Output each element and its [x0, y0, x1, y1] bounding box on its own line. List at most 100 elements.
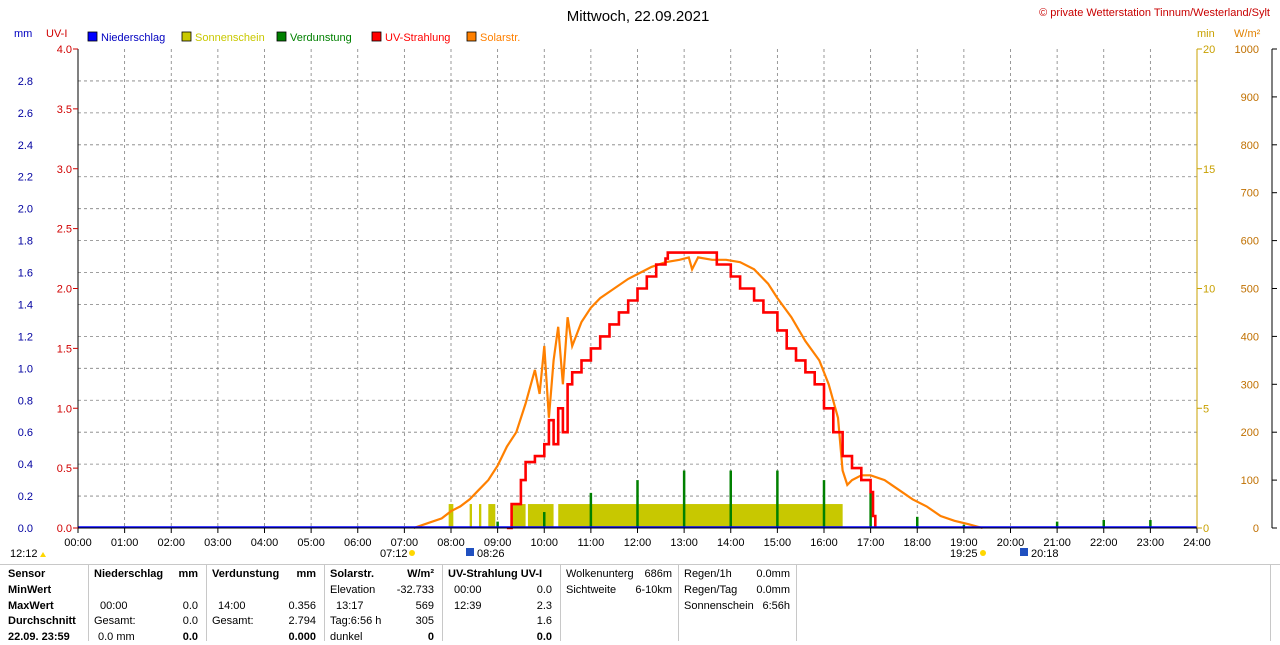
- stats-divider: [560, 564, 561, 641]
- x-tick-label: 18:00: [903, 537, 931, 549]
- stats-verdunstung-column: Verdunstung mm 14:00 0.356 Gesamt: 2.794…: [212, 564, 322, 643]
- legend-swatch: [466, 31, 477, 42]
- x-tick-label: 15:00: [764, 537, 792, 549]
- legend-label: Solarstr.: [480, 32, 520, 44]
- solar-elevation-label: Elevation: [330, 584, 376, 596]
- verdunstung-gesamt-label: Gesamt:: [212, 615, 254, 627]
- uv-max-value: 2.3: [536, 600, 552, 612]
- sunrise-icon: [409, 550, 415, 556]
- solar-dunkel-value: 0: [427, 631, 434, 643]
- sun-icon: [40, 552, 46, 557]
- wm2-tick-label: 600: [1241, 236, 1259, 248]
- solar-unit: W/m²: [407, 568, 434, 580]
- wm2-tick-label: 100: [1241, 475, 1259, 487]
- wm2-tick-label: 800: [1241, 140, 1259, 152]
- mm-tick-label: 0.2: [18, 491, 33, 503]
- uv-tick-label: 0.5: [57, 463, 72, 475]
- copyright-text: © private Wetterstation Tinnum/Westerlan…: [1039, 7, 1270, 19]
- legend-label: Niederschlag: [101, 32, 165, 44]
- x-tick-label: 03:00: [204, 537, 232, 549]
- x-tick-label: 09:00: [484, 537, 512, 549]
- wolken-label: Wolkenunterg: [566, 568, 634, 580]
- uv-tick-label: 3.0: [57, 164, 72, 176]
- x-tick-label: 16:00: [810, 537, 838, 549]
- legend: Niederschlag Sonnenschein Verdunstung UV-St…: [87, 31, 520, 44]
- x-tick-label: 24:00: [1183, 537, 1211, 549]
- uv-avg-value: 1.6: [536, 615, 552, 627]
- mm-tick-label: 0.6: [18, 427, 33, 439]
- sicht-label: Sichtweite: [566, 584, 617, 596]
- uv-tick-label: 0.0: [57, 523, 72, 535]
- stats-rain-column: Regen/1h 0.0mm Regen/Tag 0.0mm Sonnensch…: [684, 564, 794, 641]
- legend-label: Verdunstung: [290, 32, 352, 44]
- mm-tick-label: 2.8: [18, 76, 33, 88]
- moonset-label: 20:18: [1031, 548, 1059, 560]
- regen1h-label: Regen/1h: [684, 568, 732, 580]
- solar-tag-label: Tag:6:56 h: [330, 615, 382, 627]
- legend-label: Sonnenschein: [195, 32, 265, 44]
- moonrise-label: 08:26: [477, 548, 505, 560]
- sunshine-bar: [511, 504, 526, 528]
- grid: [78, 49, 1197, 528]
- niederschlag-max-value: 0.0: [182, 600, 198, 612]
- mm-tick-label: 0.4: [18, 459, 33, 471]
- stats-panel: Sensor MinWert MaxWert Durchschnitt 22.0…: [0, 564, 1280, 643]
- sunset-label: 19:25: [950, 548, 978, 560]
- uv-tick-label: 1.5: [57, 343, 72, 355]
- uv-tick-label: 1.0: [57, 403, 72, 415]
- left-time-label: 12:12: [10, 548, 38, 560]
- uv-radiation-line: [506, 251, 877, 530]
- regentag-value: 0.0mm: [756, 584, 790, 596]
- sonnenschein-value: 6:56h: [762, 600, 790, 612]
- weather-chart: Mittwoch, 22.09.2021 © private Wettersta…: [10, 7, 1277, 560]
- niederschlag-unit: mm: [178, 568, 198, 580]
- solar-title: Solarstr.: [330, 568, 375, 580]
- mm-tick-label: 2.4: [18, 140, 33, 152]
- stats-divider: [88, 564, 89, 641]
- legend-label: UV-Strahlung: [385, 32, 450, 44]
- wm2-axis-unit: W/m²: [1234, 28, 1261, 40]
- x-tick-label: 20:00: [997, 537, 1025, 549]
- moonset-icon: [1020, 548, 1028, 556]
- uv-tick-label: 2.5: [57, 224, 72, 236]
- solar-tag-value: 305: [415, 615, 434, 627]
- niederschlag-last-right: 0.0: [182, 631, 198, 643]
- x-tick-label: 00:00: [64, 537, 92, 549]
- x-tick-label: 10:00: [530, 537, 558, 549]
- mm-tick-label: 0.8: [18, 395, 33, 407]
- chart-title: Mittwoch, 22.09.2021: [567, 8, 710, 25]
- wm2-tick-label: 500: [1241, 284, 1259, 296]
- uv-min-value: 0.0: [536, 584, 552, 596]
- mm-tick-label: 2.6: [18, 108, 33, 120]
- x-tick-label: 13:00: [670, 537, 698, 549]
- sunshine-bar: [527, 504, 554, 528]
- verdunstung-unit: mm: [296, 568, 316, 580]
- stats-divider: [678, 564, 679, 641]
- mm-tick-label: 1.2: [18, 331, 33, 343]
- wm2-tick-label: 300: [1241, 379, 1259, 391]
- stats-uv-column: UV-Strahlung UV-I 00:00 0.0 12:39 2.3 1.…: [448, 564, 558, 643]
- uv-axis-unit: UV-I: [46, 28, 67, 40]
- regen1h-value: 0.0mm: [756, 568, 790, 580]
- min-tick-label: 20: [1203, 44, 1215, 56]
- uv-tick-label: 4.0: [57, 44, 72, 56]
- legend-swatch: [371, 31, 382, 42]
- wm2-tick-label: 900: [1241, 92, 1259, 104]
- stats-top-divider: [0, 564, 1280, 565]
- stats-divider: [796, 564, 797, 641]
- mm-tick-label: 2.0: [18, 204, 33, 216]
- stats-divider: [324, 564, 325, 641]
- min-tick-label: 10: [1203, 284, 1215, 296]
- verdunstung-max-time: 14:00: [218, 600, 246, 612]
- mm-tick-label: 1.6: [18, 268, 33, 280]
- solar-dunkel-label: dunkel: [330, 631, 363, 643]
- durchschnitt-label: Durchschnitt: [8, 615, 76, 627]
- x-tick-label: 23:00: [1137, 537, 1165, 549]
- last-timestamp: 22.09. 23:59: [8, 631, 70, 643]
- mm-tick-label: 0.0: [18, 523, 33, 535]
- plot-area: [78, 251, 1197, 530]
- wm2-tick-label: 0: [1253, 523, 1259, 535]
- x-tick-label: 07:00: [391, 537, 419, 549]
- uv-max-time: 12:39: [454, 600, 482, 612]
- x-tick-label: 19:00: [950, 537, 978, 549]
